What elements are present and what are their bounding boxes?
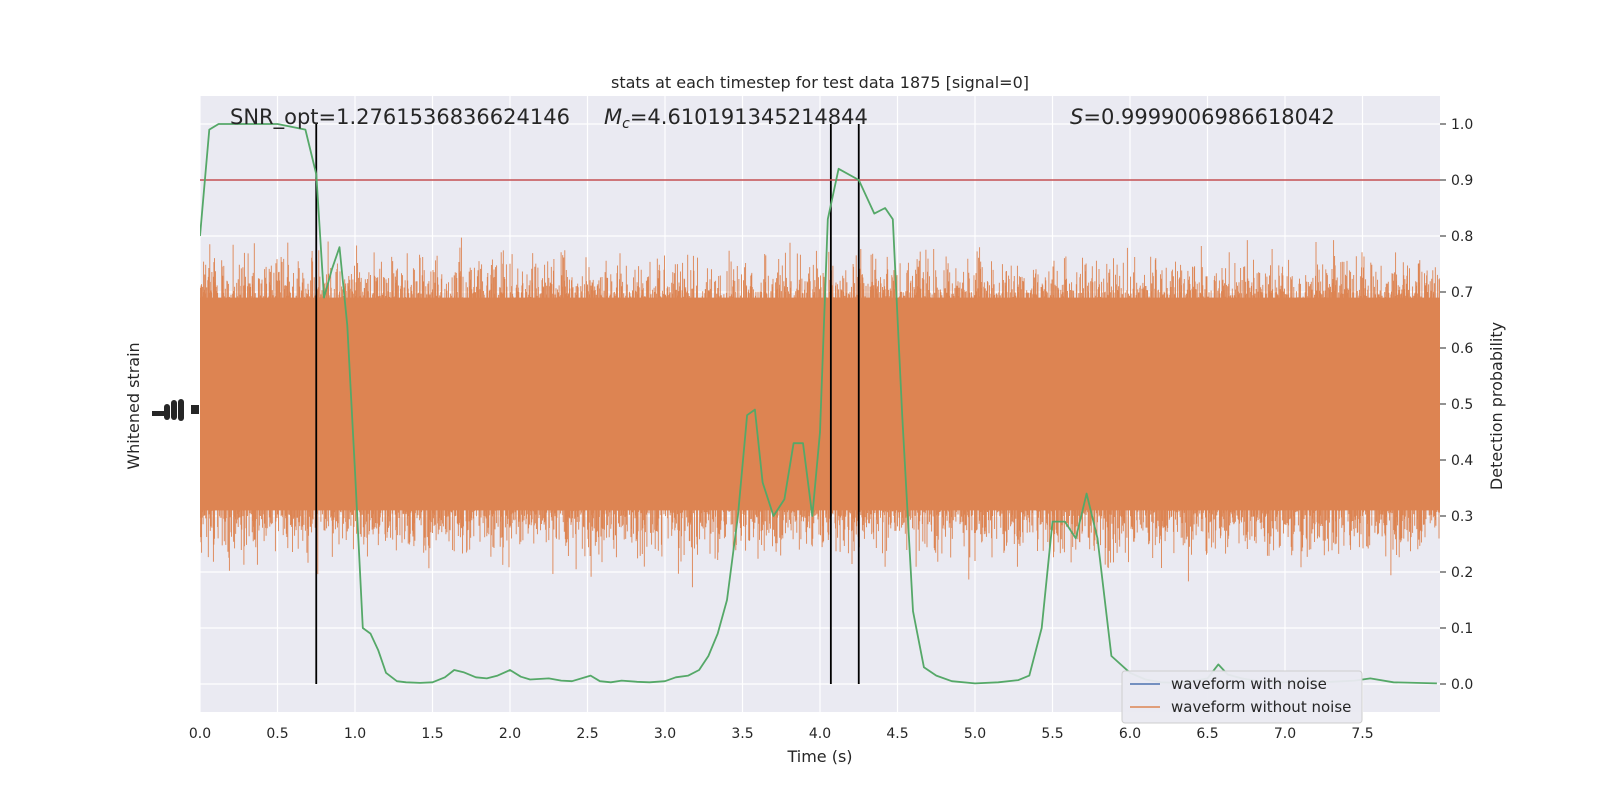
x-tick-label: 5.5 bbox=[1041, 726, 1063, 742]
x-tick-label: 1.5 bbox=[421, 726, 443, 742]
legend-label-with-noise: waveform with noise bbox=[1171, 675, 1327, 693]
x-tick-label: 2.0 bbox=[499, 726, 521, 742]
x-tick-label: 7.5 bbox=[1351, 726, 1373, 742]
right-axis-label: Detection probability bbox=[1487, 322, 1506, 490]
right-tick-label: 0.2 bbox=[1451, 565, 1473, 581]
x-tick-label: 4.0 bbox=[809, 726, 831, 742]
legend-label-without-noise: waveform without noise bbox=[1171, 698, 1351, 716]
snr-annotation: SNR_opt=1.2761536836624146 bbox=[230, 105, 570, 130]
right-tick-label: 0.5 bbox=[1451, 397, 1473, 413]
x-tick-label: 3.5 bbox=[731, 726, 753, 742]
right-tick-label: 0.8 bbox=[1451, 229, 1473, 245]
right-tick-label: 0.1 bbox=[1451, 621, 1473, 637]
x-tick-label: 5.0 bbox=[964, 726, 986, 742]
x-tick-label: 4.5 bbox=[886, 726, 908, 742]
x-axis-ticks: 0.0 0.5 1.0 1.5 2.0 2.5 3.0 3.5 4.0 4.5 5.0 5.5 6.0 6… bbox=[189, 726, 1374, 742]
x-tick-label: 3.0 bbox=[654, 726, 676, 742]
x-tick-label: 7.0 bbox=[1274, 726, 1296, 742]
right-tick-label: 0.4 bbox=[1451, 453, 1473, 469]
left-axis-clutter bbox=[152, 399, 199, 421]
mc-annotation: Mc=4.610191345214844 bbox=[604, 105, 868, 132]
right-tick-label: 0.7 bbox=[1451, 285, 1473, 301]
right-tick-label: 0.9 bbox=[1451, 173, 1473, 189]
right-tick-label: 0.3 bbox=[1451, 509, 1473, 525]
right-axis-ticks: 0.0 0.1 0.2 0.3 0.4 0.5 0.6 0.7 0.8 0.9 1.0 bbox=[1440, 117, 1473, 693]
right-tick-label: 0.6 bbox=[1451, 341, 1473, 357]
s-annotation: S=0.9999006986618042 bbox=[1070, 105, 1335, 129]
vertical-markers bbox=[315, 124, 860, 684]
x-tick-label: 0.5 bbox=[266, 726, 288, 742]
x-tick-label: 1.0 bbox=[344, 726, 366, 742]
legend: waveform with noise waveform without noi… bbox=[1121, 670, 1363, 724]
right-tick-label: 1.0 bbox=[1451, 117, 1473, 133]
waveform-band bbox=[200, 297, 1440, 511]
x-tick-label: 0.0 bbox=[189, 726, 211, 742]
waveform-without-noise bbox=[200, 237, 1440, 588]
x-tick-label: 6.5 bbox=[1196, 726, 1218, 742]
chart-title: stats at each timestep for test data 187… bbox=[611, 73, 1029, 92]
x-tick-label: 2.5 bbox=[576, 726, 598, 742]
right-tick-label: 0.0 bbox=[1451, 677, 1473, 693]
x-tick-label: 6.0 bbox=[1119, 726, 1141, 742]
x-axis-label: Time (s) bbox=[786, 747, 852, 766]
left-axis-label: Whitened strain bbox=[124, 342, 143, 469]
